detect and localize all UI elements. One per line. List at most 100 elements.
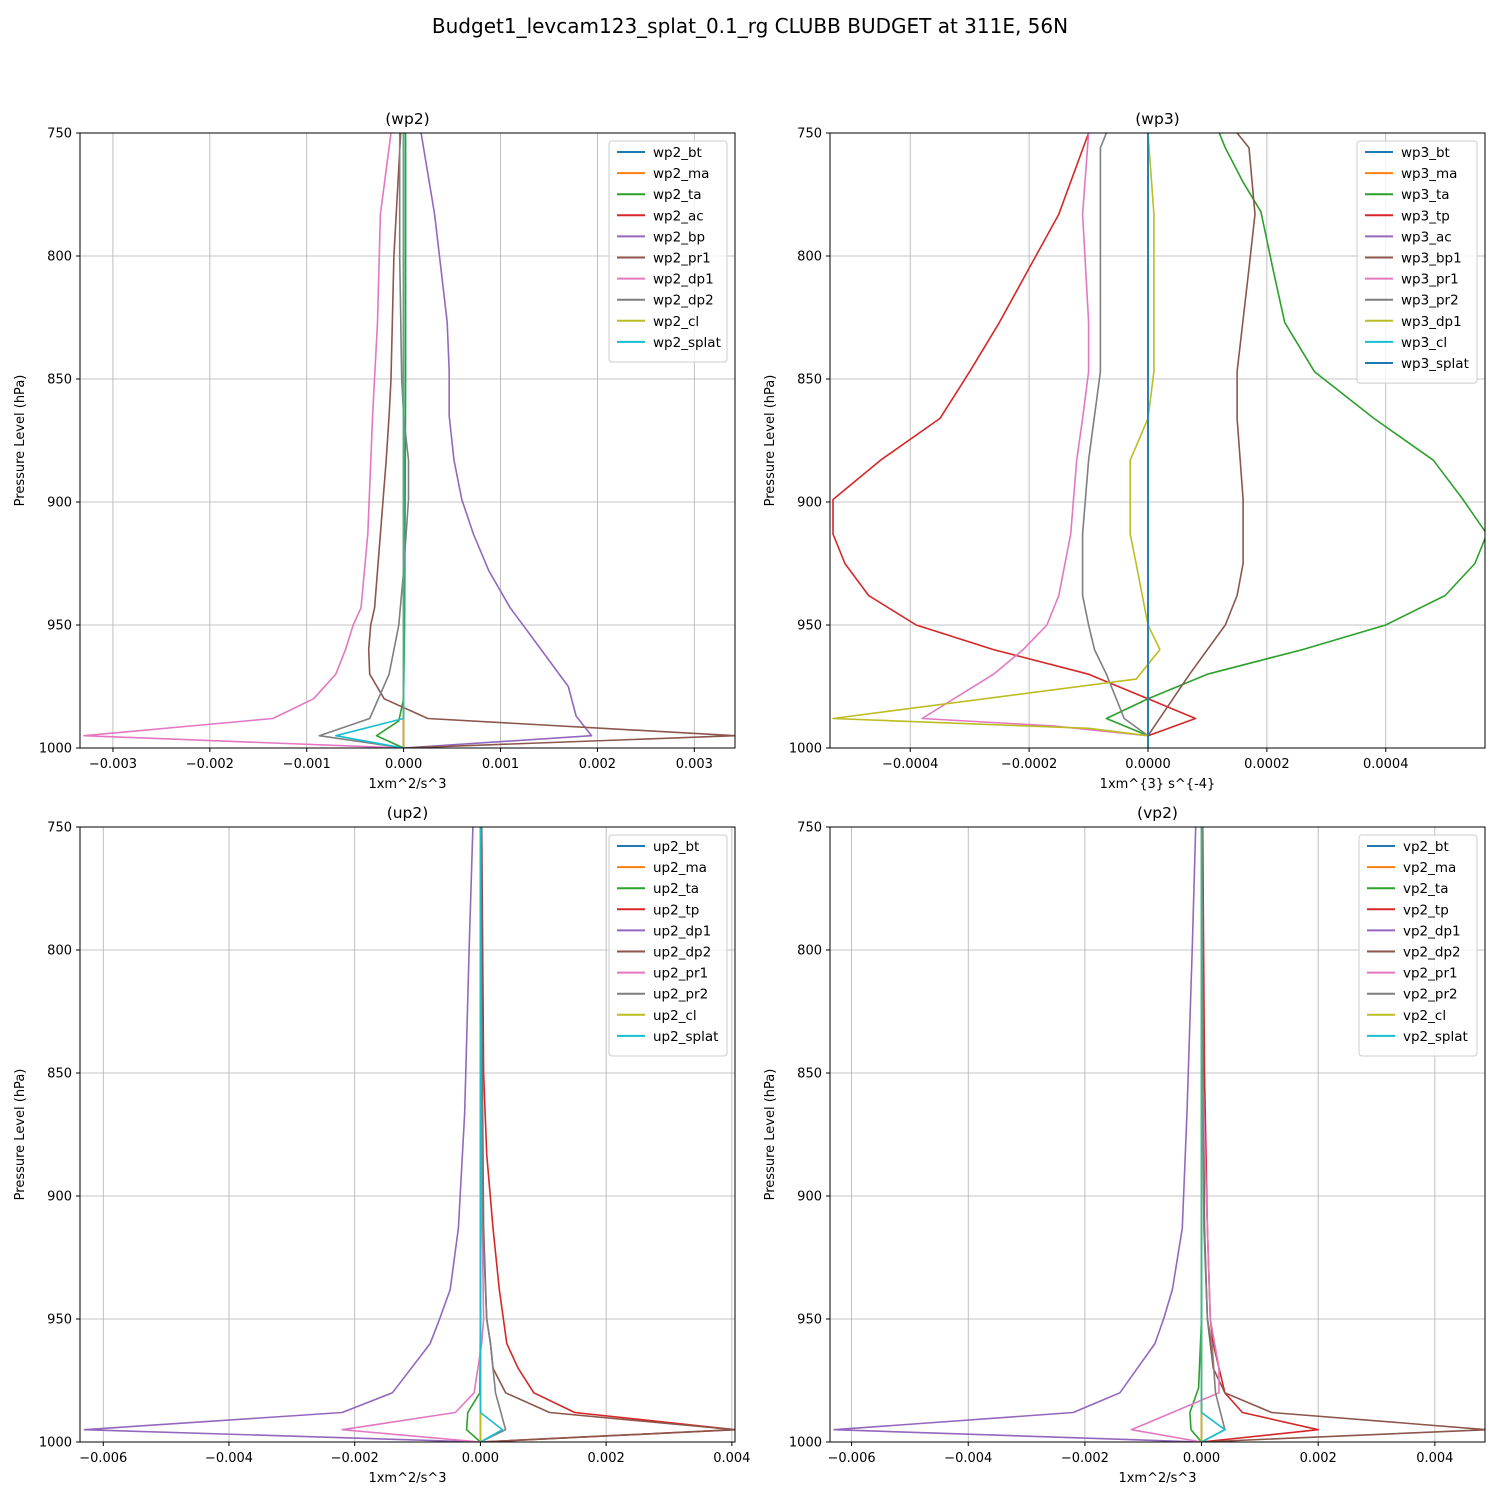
legend-label-wp3_pr1: wp3_pr1: [1401, 272, 1459, 288]
series-line-up2_splat: [479, 827, 504, 1442]
legend-box: [608, 140, 728, 363]
legend-label-up2_splat: up2_splat: [653, 1029, 718, 1045]
legend-label-vp2_cl: vp2_cl: [1403, 1008, 1446, 1024]
series-line-wp2_bp: [403, 133, 593, 748]
chart-panel-4: −0.006 −0.004 −0.002 0.000 0.002 0.004 750 800 8…: [763, 804, 1486, 1486]
y-tick-label: 800: [797, 250, 822, 265]
x-tick-label: −0.002: [1061, 1451, 1109, 1466]
x-tick-label: −0.002: [186, 757, 234, 772]
legend-label-up2_tp: up2_tp: [653, 902, 699, 918]
y-axis-label: Pressure Level (hPa): [763, 375, 778, 507]
x-tick-label: 0.000: [1183, 1451, 1220, 1466]
y-tick-label: 850: [47, 1067, 72, 1082]
y-axis-label: Pressure Level (hPa): [763, 1069, 778, 1201]
y-tick-label: 850: [797, 373, 822, 388]
legend-label-up2_dp1: up2_dp1: [653, 923, 711, 939]
x-tick-label: −0.001: [283, 757, 331, 772]
legend-label-wp3_ma: wp3_ma: [1401, 166, 1457, 182]
legend: wp2_bt wp2_ma wp2_ta wp2_ac wp2_bp wp2_pr1 wp2…: [608, 140, 728, 363]
x-tick-label: −0.002: [331, 1451, 379, 1466]
legend-label-wp2_ma: wp2_ma: [653, 166, 709, 182]
legend-label-up2_pr2: up2_pr2: [653, 987, 708, 1003]
panel-title: (up2): [387, 804, 429, 822]
y-tick-label: 850: [797, 1067, 822, 1082]
y-tick-label: 850: [47, 373, 72, 388]
series-group: [833, 827, 1485, 1442]
panel-title: (vp2): [1137, 804, 1178, 822]
series-line-wp3_bp1: [1147, 133, 1256, 737]
chart-panel-3: −0.006 −0.004 −0.002 0.000 0.002 0.004 750 800 8…: [13, 804, 750, 1486]
x-tick-label: 0.003: [676, 757, 713, 772]
legend-label-wp2_cl: wp2_cl: [653, 314, 699, 330]
legend-label-wp3_splat: wp3_splat: [1401, 356, 1469, 372]
legend: wp3_bt wp3_ma wp3_ta wp3_tp wp3_ac wp3_bp1 wp3…: [1356, 140, 1478, 384]
legend-label-wp2_bp: wp2_bp: [653, 229, 705, 245]
x-tick-label: −0.004: [944, 1451, 992, 1466]
series-line-vp2_ta: [1189, 827, 1203, 1442]
panel-title: (wp2): [385, 110, 429, 128]
legend-label-wp2_pr1: wp2_pr1: [653, 251, 711, 267]
legend-label-up2_dp2: up2_dp2: [653, 945, 711, 961]
legend-box: [608, 834, 728, 1057]
x-tick-label: 0.0000: [1125, 757, 1171, 772]
x-tick-label: 0.0002: [1244, 757, 1290, 772]
y-tick-label: 900: [797, 1190, 822, 1205]
y-tick-label: 1000: [39, 1436, 72, 1451]
axes-frame: [829, 826, 1486, 1443]
legend-label-wp3_dp1: wp3_dp1: [1401, 314, 1462, 330]
y-tick-label: 950: [797, 1313, 822, 1328]
y-tick-label: 750: [797, 127, 822, 142]
x-tick-label: −0.004: [205, 1451, 253, 1466]
legend-label-vp2_dp2: vp2_dp2: [1403, 945, 1461, 961]
series-line-wp2_dp1: [83, 133, 404, 748]
x-tick-label: 0.000: [385, 757, 422, 772]
x-tick-label: 0.000: [462, 1451, 499, 1466]
x-tick-label: 0.002: [579, 757, 616, 772]
legend: up2_bt up2_ma up2_ta up2_tp up2_dp1 up2_dp2up…: [608, 834, 728, 1057]
x-axis-label: 1xm^2/s^3: [1118, 1471, 1196, 1486]
legend-box: [1358, 834, 1478, 1057]
series-line-up2_ta: [465, 827, 482, 1442]
legend-label-vp2_ma: vp2_ma: [1403, 860, 1456, 876]
legend-label-wp2_splat: wp2_splat: [653, 335, 721, 351]
legend-box: [1356, 140, 1478, 384]
legend-label-up2_cl: up2_cl: [653, 1008, 697, 1024]
axes-frame: [79, 826, 736, 1443]
series-line-up2_dp1: [83, 827, 481, 1442]
x-tick-label: 0.002: [1300, 1451, 1337, 1466]
legend-label-vp2_splat: vp2_splat: [1403, 1029, 1468, 1045]
legend-label-wp3_cl: wp3_cl: [1401, 335, 1447, 351]
legend-label-vp2_ta: vp2_ta: [1403, 881, 1448, 897]
legend-label-wp2_dp2: wp2_dp2: [653, 293, 714, 309]
series-line-wp2_dp2: [318, 133, 410, 748]
x-tick-label: −0.003: [89, 757, 137, 772]
series-line-up2_tp: [480, 827, 735, 1442]
series-line-vp2_pr2: [1200, 827, 1226, 1442]
chart-panel-1: −0.003 −0.002 −0.001 0.000 0.001 0.002 0.003 75…: [13, 110, 736, 792]
series-line-wp2_splat: [334, 133, 405, 748]
axes-frame: [79, 132, 736, 749]
y-tick-label: 1000: [789, 742, 822, 757]
x-tick-label: 0.004: [1416, 1451, 1453, 1466]
y-tick-label: 800: [47, 944, 72, 959]
x-axis-label: 1xm^2/s^3: [368, 1471, 446, 1486]
series-line-wp3_ta: [1105, 133, 1485, 737]
series-line-wp3_dp1: [832, 133, 1161, 737]
legend-label-wp3_ta: wp3_ta: [1401, 187, 1450, 203]
axes-frame: [829, 132, 1486, 749]
y-tick-label: 750: [47, 127, 72, 142]
legend-label-wp3_tp: wp3_tp: [1401, 208, 1450, 224]
y-axis-label: Pressure Level (hPa): [13, 375, 28, 507]
x-axis-label: 1xm^2/s^3: [368, 777, 446, 792]
legend-label-wp2_dp1: wp2_dp1: [653, 272, 714, 288]
legend-label-wp3_bt: wp3_bt: [1401, 145, 1450, 161]
series-line-vp2_tp: [1201, 827, 1319, 1442]
legend-label-wp2_ta: wp2_ta: [653, 187, 702, 203]
y-tick-label: 1000: [39, 742, 72, 757]
series-line-wp3_pr1: [921, 133, 1149, 737]
x-tick-label: −0.006: [79, 1451, 127, 1466]
legend-label-up2_pr1: up2_pr1: [653, 966, 708, 982]
y-tick-label: 800: [47, 250, 72, 265]
